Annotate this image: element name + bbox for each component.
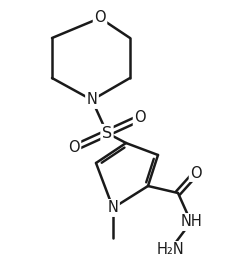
Text: H₂N: H₂N — [156, 242, 184, 258]
Text: S: S — [102, 126, 112, 141]
Text: O: O — [134, 110, 146, 126]
Text: O: O — [94, 11, 106, 25]
Text: N: N — [108, 201, 118, 215]
Text: O: O — [68, 141, 80, 155]
Text: O: O — [190, 165, 202, 181]
Text: NH: NH — [180, 215, 202, 230]
Text: N: N — [87, 93, 97, 107]
